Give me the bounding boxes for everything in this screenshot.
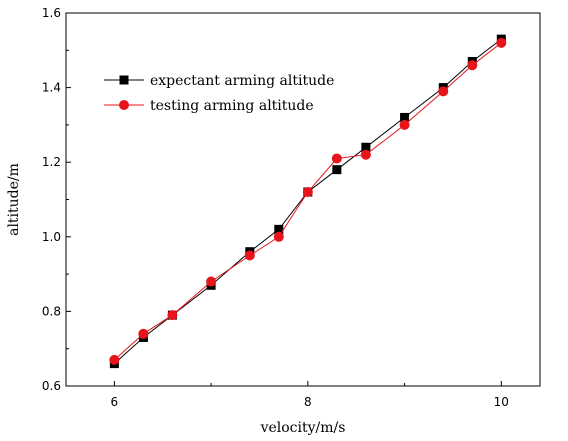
y-tick-label: 1.6 [42,6,61,20]
data-point-circle [438,86,449,97]
data-point-circle [360,149,371,160]
legend-item-2: testing arming altitude [104,98,314,114]
data-point-square [274,224,284,234]
x-axis-ticks: 6 8 10 [111,381,509,409]
y-tick-label: 1.2 [42,155,61,169]
y-tick-label: 0.8 [42,304,61,318]
data-point-square [361,142,371,152]
data-point-square [332,165,342,175]
x-tick-label: 8 [304,395,312,409]
data-point-circle [331,153,342,164]
data-point-circle [273,231,284,242]
x-tick-label: 10 [494,395,509,409]
legend: expectant arming altitude testing arming … [104,73,334,114]
x-axis-label: velocity/m/s [260,420,346,436]
legend-item-1: expectant arming altitude [104,73,334,89]
data-point-circle [244,250,255,261]
data-point-circle [138,328,149,339]
legend-marker-circle [119,100,129,110]
legend-label: testing arming altitude [150,98,314,114]
legend-label: expectant arming altitude [150,73,334,89]
data-point-circle [302,187,313,198]
data-point-circle [467,60,478,71]
y-axis-ticks: 0.6 0.8 1.0 1.2 1.4 1.6 [42,6,71,393]
series-layer [109,34,507,369]
data-point-circle [496,37,507,48]
x-tick-label: 6 [111,395,119,409]
data-point-circle [167,310,178,321]
data-point-circle [206,276,217,287]
legend-marker-square [119,75,129,85]
data-point-circle [109,354,120,365]
y-tick-label: 1.0 [42,230,61,244]
series-2 [109,37,507,365]
y-tick-label: 1.4 [42,81,61,95]
y-tick-label: 0.6 [42,379,61,393]
data-point-circle [399,119,410,130]
y-axis-label: altitude/m [6,163,22,236]
data-point-square [400,112,410,122]
